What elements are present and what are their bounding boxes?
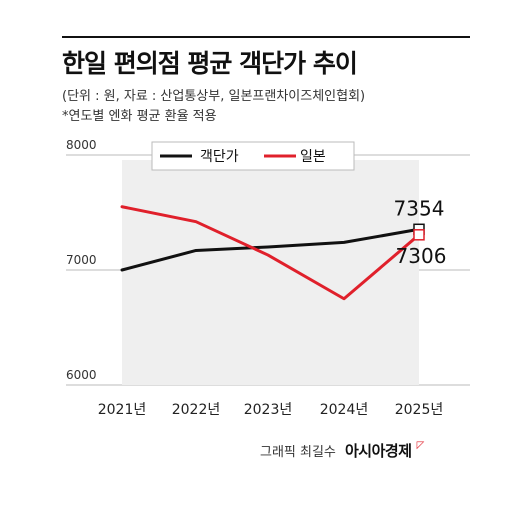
series-line-1 [120,227,421,272]
x-tick-label: 2021년 [98,402,147,418]
logo-mark-icon: ◸ [416,440,425,451]
y-tick-label: 7000 [66,253,97,267]
legend-label: 객단가 [200,149,239,165]
x-tick-label: 2024년 [320,402,369,418]
x-tick-label: 2023년 [244,402,293,418]
publisher-logo: 아시아경제 [345,442,412,460]
series-line-2 [120,205,421,301]
legend-label: 일본 [300,149,326,165]
graphic-credit: 그래픽 최길수 [260,445,336,460]
title-rule [62,36,470,38]
footer-credit: 그래픽 최길수 아시아경제 ◸ [260,440,424,461]
end-marker-2 [413,229,425,241]
chart-title: 한일 편의점 평균 객단가 추이 [62,49,358,78]
x-tick-label: 2022년 [172,402,221,418]
end-value-label: 7306 [396,244,447,268]
shaded-band [122,160,419,385]
exchange-rate-note: *연도별 엔화 평균 환율 적용 [62,109,217,124]
x-tick-label: 2025년 [395,402,444,418]
y-tick-label: 8000 [66,138,97,152]
line-chart: 6000 7000 8000 2021년 2022년 2023년 2024년 2025년 7… [66,138,470,418]
unit-source-note: (단위 : 원, 자료 : 산업통상부, 일본프랜차이즈체인협회) [62,89,366,104]
y-tick-label: 6000 [66,368,97,382]
end-value-label: 7354 [394,196,445,220]
